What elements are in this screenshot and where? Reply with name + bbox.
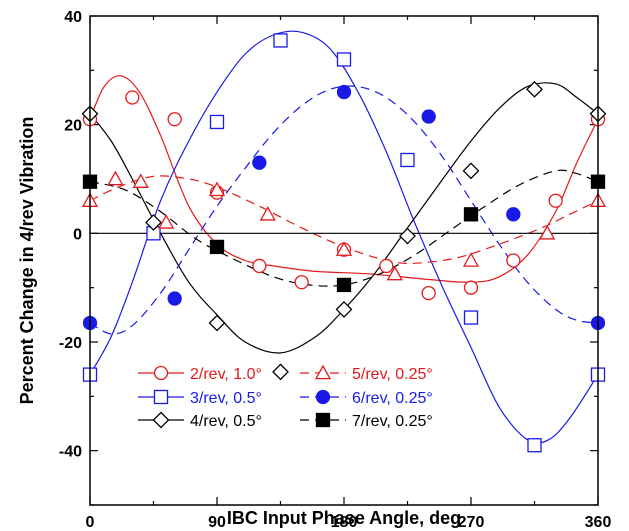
data-point-triangle-open [386,265,403,281]
legend-marker-triangle-open [314,364,332,380]
data-point-square-filled [209,239,225,255]
data-point-diamond-open [335,300,353,318]
data-point-square-open [336,52,352,67]
x-tick-label: 360 [585,514,612,531]
plot-frame [89,15,599,506]
x-tick-label: 90 [208,514,226,531]
data-point-diamond-open [272,363,289,381]
data-point-circle-open [125,90,140,105]
data-point-circle-open [548,193,563,208]
legend-entry: 4/rev, 0.5° [138,411,262,430]
data-point-circle-filled [167,291,182,306]
legend-entry: 7/rev, 0.25° [300,412,433,430]
legend-marker-square-filled [315,412,331,428]
tick-labels-layer: -40 -20 0 20 40 0 90 180 270 360 [59,9,612,531]
fit-curve-series-2 [89,30,599,444]
data-point-circle-open [421,285,436,301]
data-point-square-filled [336,277,352,293]
data-point-circle-open [379,258,394,274]
y-tick-label: 20 [64,118,82,135]
data-point-diamond-open [208,314,226,332]
legend-entry: 6/rev, 0.25° [300,389,433,407]
x-tick-label: 0 [86,514,95,531]
legend-label: 5/rev, 0.25° [352,366,433,383]
data-point-circle-filled [421,109,436,124]
data-point-square-open [400,152,415,168]
data-point-triangle-open [208,181,226,197]
data-point-circle-open [167,112,182,127]
data-point-square-filled [463,207,479,222]
data-point-square-open [273,33,288,48]
y-axis-title: Percent Change in 4/rev Vibration [17,117,37,405]
x-axis-title: IBC Input Phase Angle, deg [227,508,461,528]
data-point-triangle-open [462,252,480,267]
x-tick-label: 270 [458,514,485,531]
data-point-triangle-open [539,224,556,240]
data-point-circle-filled [336,84,352,100]
data-point-triangle-open [107,170,124,186]
data-point-diamond-open [399,227,416,245]
data-point-diamond-open [145,214,162,231]
x-tick-label: 180 [331,514,358,531]
legend-marker-circle-filled [315,389,331,405]
data-point-triangle-open [132,173,149,188]
fit-curve-series-1 [89,75,599,283]
data-point-circle-open [463,280,479,295]
y-tick-label: 40 [64,9,82,26]
data-point-diamond-open [462,162,480,180]
legend-marker-square-open [153,389,169,405]
legend-label: 6/rev, 0.25° [352,390,433,407]
data-point-circle-open [252,258,267,274]
data-point-circle-filled [506,207,521,222]
legend-entry: 5/rev, 0.25° [300,364,433,383]
data-point-square-open [527,438,542,453]
legend-label: 7/rev, 0.25° [352,413,433,430]
data-point-square-open [209,114,225,130]
legend-label: 4/rev, 0.5° [190,413,262,430]
fit-curve-series-5 [89,85,599,335]
data-point-circle-filled [252,155,267,170]
y-tick-label: 0 [73,226,82,243]
legend-entry: 2/rev, 1.0° [138,365,262,383]
data-point-square-open [463,310,479,325]
y-tick-label: -20 [59,335,82,352]
data-point-triangle-open [259,205,276,221]
data-point-circle-open [506,253,521,268]
data-point-triangle-open [335,241,353,256]
legend-marker-circle-open [153,365,169,381]
data-points-layer [81,33,607,453]
legend: 2/rev, 1.0° 3/rev, 0.5° 4/rev, 0.5° 5/rev, … [138,364,433,430]
data-point-circle-open [294,275,309,290]
legend-marker-diamond-open [152,411,170,429]
y-tick-label: -40 [59,444,82,461]
legend-label: 2/rev, 1.0° [190,366,262,383]
data-point-diamond-open [526,80,543,98]
legend-entry: 3/rev, 0.5° [138,389,262,407]
data-point-triangle-open [158,214,175,229]
legend-label: 3/rev, 0.5° [190,390,262,407]
